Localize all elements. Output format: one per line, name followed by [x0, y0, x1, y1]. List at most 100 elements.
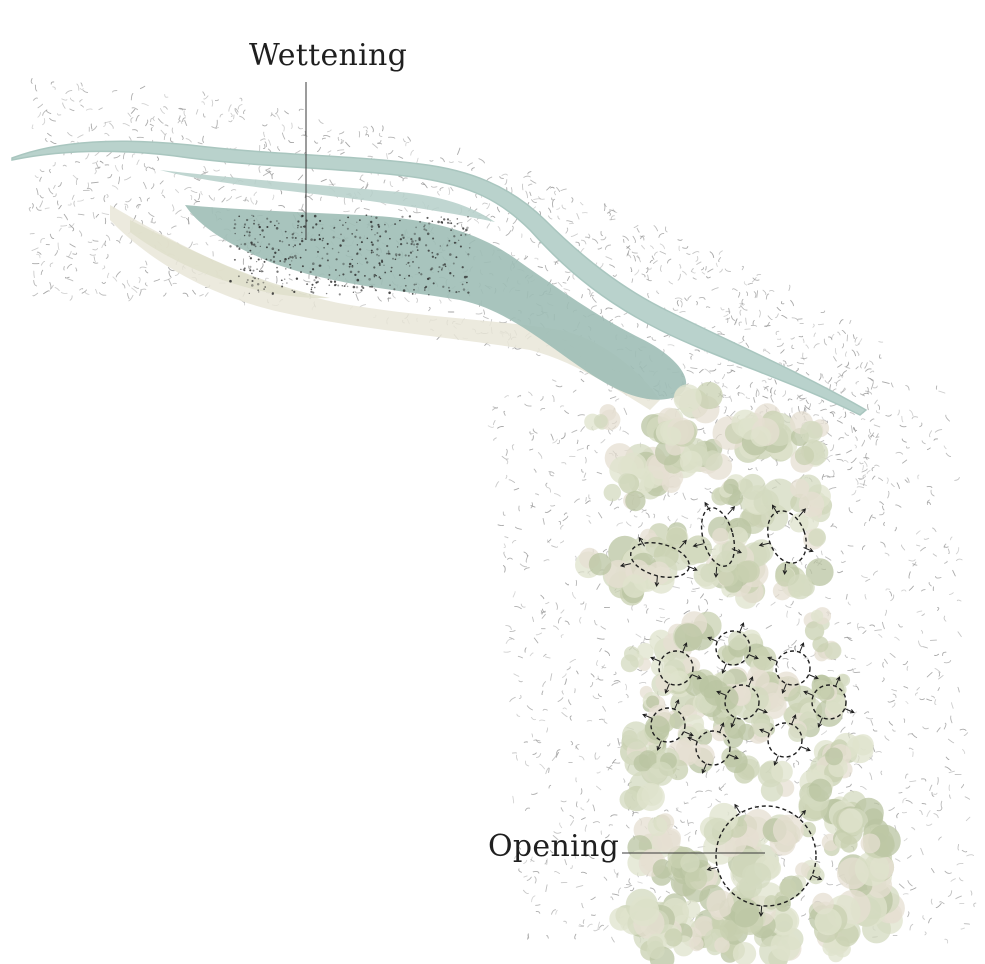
scribble-mark [493, 437, 497, 441]
scribble-mark [571, 429, 578, 433]
scribble-mark [125, 198, 132, 203]
scribble-mark [610, 215, 615, 221]
scribble-mark [242, 199, 249, 202]
stipple-dot [310, 290, 313, 293]
scribble-mark [193, 243, 199, 246]
stipple-dot [378, 254, 380, 257]
scribble-mark [821, 399, 825, 403]
scribble-mark [57, 200, 59, 206]
scribble-mark [550, 504, 556, 507]
scribble-mark [160, 129, 166, 135]
scribble-mark [885, 414, 892, 417]
scribble-mark [135, 114, 140, 122]
scribble-mark [769, 289, 775, 292]
scribble-mark [554, 871, 560, 874]
scribble-mark [930, 868, 935, 874]
stipple-dot [351, 233, 354, 235]
scribble-mark [618, 887, 622, 894]
scribble-mark [782, 360, 787, 365]
vegetation-clump [721, 539, 774, 571]
scribble-mark [892, 729, 896, 732]
stipple-dot [338, 274, 341, 277]
stipple-dot [292, 246, 295, 248]
stipple-dot [355, 286, 359, 289]
stipple-dot [333, 280, 337, 283]
scribble-mark [829, 444, 835, 452]
scribble-mark [844, 654, 848, 658]
scribble-mark [943, 445, 947, 450]
scribble-mark [542, 708, 548, 711]
scribble-mark [869, 360, 874, 365]
scribble-mark [747, 282, 753, 285]
stipple-dot [458, 239, 460, 241]
stipple-dot [424, 244, 428, 247]
scribble-mark [509, 696, 516, 703]
scribble-mark [39, 194, 44, 199]
stipple-dot [313, 214, 317, 218]
scribble-mark [616, 522, 623, 527]
scribble-mark [196, 177, 202, 180]
scribble-mark [707, 268, 714, 273]
scribble-mark [77, 134, 84, 139]
scribble-mark [141, 103, 149, 107]
scribble-mark [535, 493, 540, 496]
scribble-mark [631, 251, 638, 254]
scribble-mark [47, 132, 52, 137]
scribble-mark [631, 278, 634, 283]
scribble-mark [597, 921, 600, 930]
scribble-mark [138, 196, 142, 203]
scribble-mark [337, 136, 340, 141]
stipple-dot [276, 270, 279, 273]
arrow-icon [808, 674, 819, 680]
scribble-mark [359, 178, 365, 183]
scribble-mark [570, 865, 573, 869]
stipple-dot [233, 219, 236, 221]
scribble-mark [640, 235, 645, 240]
stipple-dot [424, 287, 426, 289]
scribble-mark [745, 396, 750, 399]
scribble-mark [956, 862, 964, 866]
scribble-mark [365, 129, 368, 135]
scribble-mark [611, 893, 620, 896]
stipple-dot [366, 237, 369, 240]
stipple-dot [409, 265, 411, 267]
scribble-mark [540, 396, 544, 401]
scribble-mark [557, 697, 564, 703]
scribble-mark [558, 521, 562, 525]
scribble-mark [745, 342, 750, 348]
scribble-mark [805, 399, 809, 404]
scribble-mark [904, 479, 908, 483]
stipple-dot [257, 258, 260, 261]
stipple-dot [243, 223, 247, 226]
scribble-mark [718, 598, 723, 601]
scribble-mark [586, 514, 591, 518]
scribble-mark [561, 673, 567, 678]
stipple-dot [408, 215, 412, 218]
scribble-mark [909, 923, 914, 931]
scribble-mark [855, 343, 861, 346]
stipple-dot [314, 276, 318, 279]
scribble-mark [901, 438, 907, 443]
stipple-dot [301, 237, 303, 240]
scribble-mark [903, 686, 909, 689]
scribble-mark [711, 325, 716, 329]
scribble-mark [921, 440, 926, 445]
scribble-mark [104, 132, 110, 137]
scribble-mark [734, 318, 738, 326]
stipple-dot [248, 234, 251, 237]
scribble-mark [327, 150, 332, 153]
scribble-mark [633, 515, 638, 518]
scribble-mark [213, 197, 215, 202]
scribble-mark [609, 209, 616, 212]
scribble-mark [205, 241, 209, 246]
scribble-mark [626, 250, 630, 256]
arrow-icon [799, 642, 805, 653]
scribble-mark [340, 139, 343, 144]
scribble-mark [329, 179, 334, 186]
scribble-mark [911, 733, 918, 739]
stipple-dot [450, 222, 453, 225]
arrow-icon [782, 563, 788, 575]
scribble-mark [724, 395, 731, 399]
scribble-mark [503, 650, 511, 653]
scribble-mark [560, 609, 565, 614]
